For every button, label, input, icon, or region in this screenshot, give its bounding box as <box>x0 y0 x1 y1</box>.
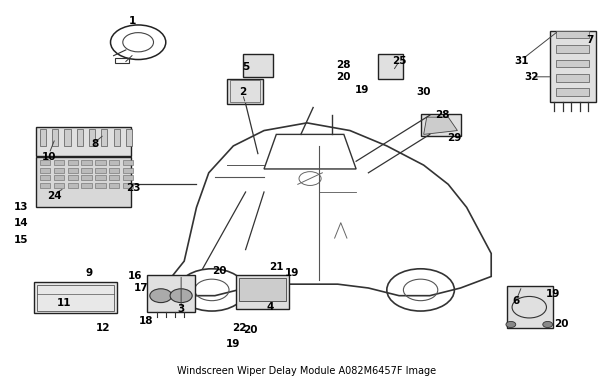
Text: 14: 14 <box>14 218 29 228</box>
Bar <box>114 129 120 146</box>
Bar <box>37 285 114 311</box>
FancyBboxPatch shape <box>507 286 553 328</box>
Bar <box>556 60 589 67</box>
FancyBboxPatch shape <box>36 127 131 156</box>
Bar <box>81 160 92 165</box>
FancyBboxPatch shape <box>147 275 195 312</box>
Bar <box>68 175 78 180</box>
Text: 31: 31 <box>515 56 529 66</box>
Text: 9: 9 <box>85 268 93 278</box>
Circle shape <box>543 321 553 328</box>
Bar <box>89 129 95 146</box>
Text: 1: 1 <box>128 16 136 26</box>
FancyBboxPatch shape <box>227 79 263 104</box>
Text: 30: 30 <box>416 87 431 97</box>
Text: Windscreen Wiper Delay Module A082M6457F Image: Windscreen Wiper Delay Module A082M6457F… <box>177 366 437 376</box>
Bar <box>54 175 64 180</box>
Bar <box>556 31 589 38</box>
Bar <box>123 183 133 188</box>
Text: 23: 23 <box>126 183 141 193</box>
FancyBboxPatch shape <box>421 114 460 136</box>
Bar <box>64 129 71 146</box>
Text: 19: 19 <box>226 339 241 349</box>
FancyBboxPatch shape <box>236 275 289 309</box>
Bar <box>52 129 58 146</box>
Bar <box>81 183 92 188</box>
Bar <box>95 183 106 188</box>
Text: 21: 21 <box>269 262 284 272</box>
FancyBboxPatch shape <box>378 54 403 79</box>
Bar <box>115 58 129 63</box>
Text: 20: 20 <box>554 319 569 329</box>
Text: 16: 16 <box>128 271 142 281</box>
Text: 29: 29 <box>447 133 462 143</box>
Bar <box>95 160 106 165</box>
Text: 25: 25 <box>392 56 406 66</box>
Text: 20: 20 <box>243 325 258 335</box>
Text: 24: 24 <box>47 191 61 201</box>
FancyBboxPatch shape <box>34 282 117 313</box>
Text: 32: 32 <box>524 72 538 82</box>
Text: 15: 15 <box>14 235 29 245</box>
Circle shape <box>506 321 516 328</box>
Bar <box>95 168 106 173</box>
Text: 12: 12 <box>96 323 111 333</box>
Bar <box>81 168 92 173</box>
Text: 19: 19 <box>545 289 560 299</box>
Bar <box>54 183 64 188</box>
Bar <box>54 160 64 165</box>
Bar <box>54 168 64 173</box>
Bar <box>40 129 46 146</box>
Text: 20: 20 <box>212 266 227 276</box>
Text: 8: 8 <box>91 139 99 149</box>
Text: 18: 18 <box>139 316 154 326</box>
Text: 13: 13 <box>14 202 29 212</box>
Bar <box>109 168 119 173</box>
Text: 4: 4 <box>266 302 274 312</box>
Bar <box>556 88 589 96</box>
Text: 6: 6 <box>512 296 519 306</box>
Bar <box>101 129 107 146</box>
Bar <box>109 175 119 180</box>
FancyBboxPatch shape <box>36 157 131 207</box>
Text: 22: 22 <box>232 323 247 333</box>
FancyBboxPatch shape <box>550 31 596 102</box>
Bar <box>109 183 119 188</box>
FancyBboxPatch shape <box>239 278 286 301</box>
Text: 28: 28 <box>435 110 449 120</box>
Bar <box>77 129 83 146</box>
Text: 2: 2 <box>239 87 246 97</box>
Polygon shape <box>424 117 457 134</box>
Text: 7: 7 <box>586 35 593 45</box>
Circle shape <box>150 289 172 303</box>
Bar <box>68 160 78 165</box>
Bar <box>68 168 78 173</box>
Bar <box>109 160 119 165</box>
Bar <box>123 160 133 165</box>
Text: 5: 5 <box>242 62 249 72</box>
Bar <box>230 80 260 102</box>
Bar <box>126 129 132 146</box>
Bar <box>40 168 50 173</box>
Bar <box>123 175 133 180</box>
Text: 10: 10 <box>42 152 56 162</box>
Text: 11: 11 <box>57 298 72 308</box>
Bar <box>40 175 50 180</box>
Bar <box>68 183 78 188</box>
Text: 19: 19 <box>284 268 299 278</box>
Bar <box>556 74 589 82</box>
Bar <box>95 175 106 180</box>
Text: 28: 28 <box>336 60 351 70</box>
Bar <box>556 45 589 53</box>
Bar <box>40 160 50 165</box>
Bar <box>81 175 92 180</box>
Text: 19: 19 <box>355 85 370 95</box>
Bar <box>40 183 50 188</box>
Text: 17: 17 <box>134 283 149 293</box>
Circle shape <box>170 289 192 303</box>
Text: 20: 20 <box>336 72 351 82</box>
FancyBboxPatch shape <box>243 54 273 77</box>
Bar <box>123 168 133 173</box>
Text: 3: 3 <box>177 304 185 314</box>
